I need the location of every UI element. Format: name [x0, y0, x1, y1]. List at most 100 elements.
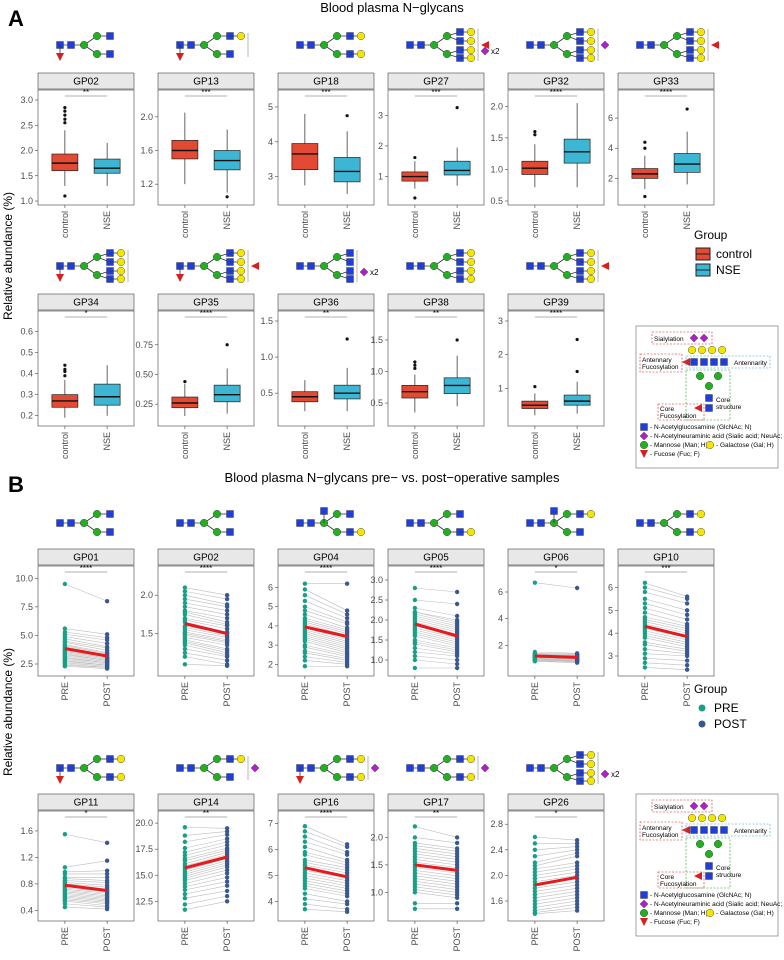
pre-point: [412, 605, 418, 611]
pair-line: [414, 878, 458, 885]
mannose-circle: [333, 271, 342, 280]
galactose-circle: [697, 37, 706, 46]
pair-line: [304, 859, 348, 868]
facet-gp26: GP26 1.6 2.0 2.4 2.8 PRE POST *: [490, 793, 605, 952]
facet-strip: [387, 293, 485, 311]
pair-line: [644, 623, 688, 634]
pair-line: [414, 631, 458, 643]
outlier-point: [643, 140, 647, 144]
galactose-circle: [587, 760, 596, 769]
pair-line: [304, 631, 348, 644]
pair-line: [184, 648, 228, 657]
outlier-point: [63, 121, 67, 125]
mannose-circle: [563, 528, 572, 537]
mannose-circle: [92, 32, 101, 41]
pair-line: [414, 872, 458, 879]
pre-point: [532, 886, 538, 891]
pair-line: [534, 846, 578, 851]
mannose-circle: [333, 32, 342, 41]
significance-label: **: [433, 809, 439, 818]
pair-line: [184, 864, 228, 877]
mannose-circle: [212, 50, 221, 59]
pair-line: [184, 594, 228, 605]
pre-point: [412, 645, 418, 651]
pre-point: [302, 658, 308, 663]
glycan-x2-label: x2: [491, 47, 500, 56]
mannose-circle: [640, 441, 649, 450]
x-tick-label: NSE: [452, 432, 462, 451]
pair-line: [304, 872, 348, 881]
pair-line: [304, 846, 348, 861]
galactose-circle: [688, 346, 697, 355]
pair-line: [304, 600, 348, 619]
pair-line: [534, 868, 578, 876]
pair-line: [414, 859, 458, 866]
significance-label: *: [554, 564, 557, 573]
pair-line: [644, 657, 688, 661]
facet-title: GP11: [74, 798, 99, 809]
facet-strip: [617, 72, 715, 90]
mannose-circle: [563, 271, 572, 280]
pre-point: [62, 904, 68, 910]
pair-line: [64, 659, 108, 665]
post-point: [224, 616, 230, 621]
mannose-circle: [92, 773, 101, 782]
glcnac-square: [700, 826, 708, 834]
pre-point: [182, 589, 188, 594]
post-point: [224, 839, 230, 845]
y-tick-label: 1.5: [370, 860, 383, 870]
glcnac-square: [705, 394, 713, 402]
pair-line: [414, 889, 458, 896]
y-tick-label: 2: [378, 141, 383, 151]
x-tick-label: control: [530, 432, 540, 459]
pair-line: [184, 656, 228, 665]
post-point: [454, 906, 460, 911]
pair-line: [184, 587, 228, 596]
pair-line: [304, 637, 348, 650]
pre-point: [182, 878, 188, 883]
y-tick-label: 3: [498, 316, 503, 326]
galactose-circle: [587, 54, 596, 63]
y-tick-label: 0.5: [260, 388, 273, 398]
post-point: [224, 893, 230, 899]
key-item-glcnac: - N-Acetylglucosamine (GlcNAc; N): [650, 424, 752, 431]
post-point: [574, 908, 580, 913]
post-point: [224, 864, 230, 870]
pair-line: [184, 849, 228, 861]
y-tick-label: 1.5: [490, 133, 503, 143]
post-point: [104, 875, 110, 880]
pair-line: [414, 881, 458, 888]
galactose-circle: [587, 769, 596, 778]
pre-point: [182, 850, 188, 855]
sialylation-box: [651, 799, 713, 813]
pair-line: [304, 594, 348, 615]
pair-line: [534, 891, 578, 899]
y-tick-label: 2.0: [140, 112, 153, 122]
mannose-circle: [92, 755, 101, 764]
post-point: [224, 870, 230, 876]
post-point: [684, 658, 690, 663]
galactose-circle: [467, 773, 476, 782]
facet-strip: [157, 548, 255, 566]
pair-line: [184, 644, 228, 656]
pre-point: [412, 901, 418, 906]
glycan-motif: [296, 755, 380, 784]
pair-line: [304, 880, 348, 889]
galactose-circle: [467, 258, 476, 267]
facet-gp17: GP17 1.0 1.5 2.0 PRE POST **: [370, 793, 485, 952]
x-tick-label: control: [410, 432, 420, 459]
y-tick-label: 1.0: [370, 655, 383, 665]
box-nse: [213, 384, 241, 403]
pair-line: [414, 659, 458, 665]
pair-line: [534, 658, 578, 661]
mannose-circle: [320, 41, 329, 50]
pair-line: [644, 644, 688, 652]
galactose-circle: [116, 258, 125, 267]
pair-line: [184, 872, 228, 884]
pre-point: [302, 839, 308, 844]
pre-point: [302, 644, 308, 650]
mannose-circle: [430, 41, 439, 50]
galactose-circle: [467, 275, 476, 284]
pre-point: [182, 907, 188, 912]
pre-point: [412, 890, 418, 895]
